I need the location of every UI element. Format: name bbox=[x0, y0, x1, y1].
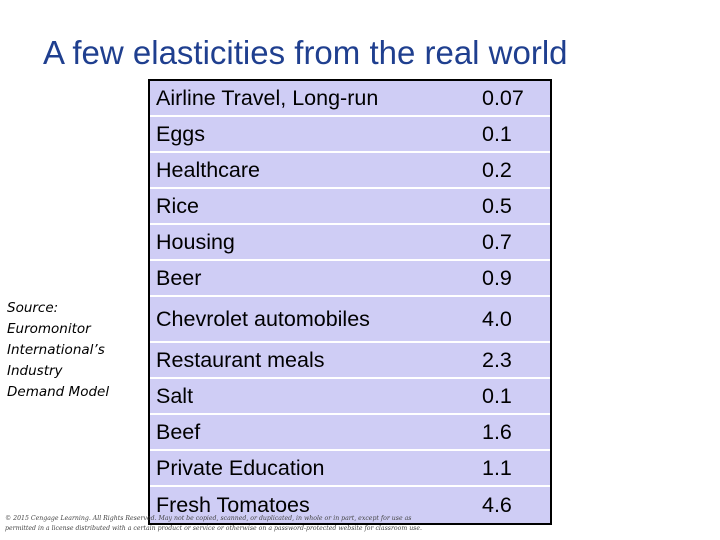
item-name: Healthcare bbox=[156, 157, 260, 182]
elasticity-value: 0.7 bbox=[482, 229, 512, 254]
elasticity-value: 0.9 bbox=[482, 265, 512, 290]
table-row: Rice 0.5 bbox=[150, 189, 550, 225]
item-name: Beef bbox=[156, 419, 201, 444]
item-name: Housing bbox=[156, 229, 235, 254]
table-row: Healthcare 0.2 bbox=[150, 153, 550, 189]
source-line: Industry bbox=[7, 363, 63, 379]
item-name: Chevrolet automobiles bbox=[156, 306, 370, 331]
item-name: Fresh Tomatoes bbox=[156, 492, 310, 517]
elasticity-value: 0.1 bbox=[482, 383, 512, 408]
item-name: Salt bbox=[156, 383, 194, 408]
source-line: Euromonitor bbox=[7, 321, 91, 337]
elasticity-value: 4.0 bbox=[482, 306, 512, 331]
table-row: Airline Travel, Long-run 0.07 bbox=[150, 81, 550, 117]
source-line: International’s bbox=[7, 342, 105, 358]
source-line: Demand Model bbox=[7, 384, 110, 400]
table-row: Housing 0.7 bbox=[150, 225, 550, 261]
copyright-notice: © 2015 Cengage Learning. All Rights Rese… bbox=[5, 514, 445, 534]
source-line: Source: bbox=[7, 300, 59, 316]
copyright-line: © 2015 Cengage Learning. All Rights Rese… bbox=[5, 515, 412, 522]
elasticity-value: 0.5 bbox=[482, 193, 512, 218]
elasticity-value: 2.3 bbox=[482, 347, 512, 372]
table-row: Salt 0.1 bbox=[150, 379, 550, 415]
elasticity-table: Airline Travel, Long-run 0.07 Eggs 0.1 Healt… bbox=[148, 79, 552, 525]
table-row: Eggs 0.1 bbox=[150, 117, 550, 153]
copyright-line: permitted in a license distributed with … bbox=[5, 525, 422, 532]
table-row: Chevrolet automobiles 4.0 bbox=[150, 297, 550, 343]
elasticity-value: 0.07 bbox=[482, 85, 524, 110]
item-name: Private Education bbox=[156, 455, 325, 480]
elasticity-value: 4.6 bbox=[482, 492, 512, 517]
elasticity-value: 0.2 bbox=[482, 157, 512, 182]
item-name: Rice bbox=[156, 193, 200, 218]
table-row: Restaurant meals 2.3 bbox=[150, 343, 550, 379]
elasticity-value: 0.1 bbox=[482, 121, 512, 146]
table-row: Private Education 1.1 bbox=[150, 451, 550, 487]
slide-title: A few elasticities from the real world bbox=[43, 34, 568, 71]
item-name: Eggs bbox=[156, 121, 206, 146]
table-row: Beer 0.9 bbox=[150, 261, 550, 297]
table-row: Fresh Tomatoes 4.6 bbox=[150, 487, 550, 523]
item-name: Restaurant meals bbox=[156, 347, 325, 372]
item-name: Airline Travel, Long-run bbox=[156, 85, 379, 110]
source-note: Source: Euromonitor International’s Indu… bbox=[7, 298, 137, 403]
item-name: Beer bbox=[156, 265, 202, 290]
elasticity-value: 1.1 bbox=[482, 455, 512, 480]
elasticity-value: 1.6 bbox=[482, 419, 512, 444]
table-row: Beef 1.6 bbox=[150, 415, 550, 451]
